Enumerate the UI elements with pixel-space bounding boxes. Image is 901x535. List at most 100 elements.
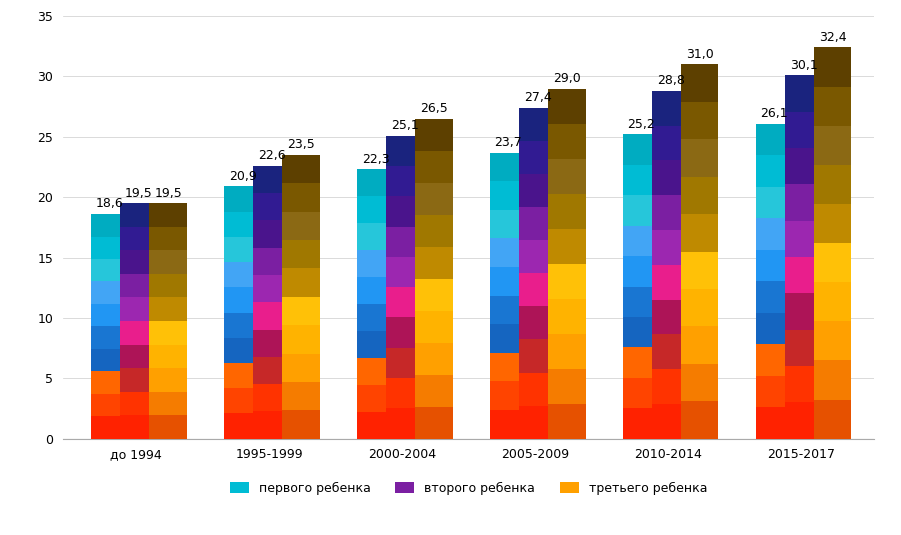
Bar (519, 406, 556, 439)
Text: 20,9: 20,9 (229, 170, 257, 182)
Bar (282, 240, 320, 269)
Bar (150, 392, 187, 415)
Bar (549, 124, 586, 158)
Bar (387, 257, 423, 287)
Bar (357, 277, 394, 304)
Bar (490, 296, 527, 324)
Text: 27,4: 27,4 (523, 91, 551, 104)
Bar (549, 299, 586, 334)
Bar (415, 182, 452, 215)
Bar (652, 404, 689, 439)
Bar (253, 248, 290, 275)
Text: 23,7: 23,7 (495, 136, 523, 149)
Bar (91, 304, 128, 326)
Bar (150, 321, 187, 345)
Bar (150, 297, 187, 321)
Bar (519, 339, 556, 372)
Bar (282, 410, 320, 439)
Bar (623, 287, 660, 317)
Bar (519, 307, 556, 339)
Bar (652, 91, 689, 126)
Bar (357, 223, 394, 250)
Text: 18,6: 18,6 (96, 197, 123, 210)
Bar (519, 372, 556, 406)
Bar (253, 275, 290, 302)
Bar (490, 152, 527, 181)
Bar (785, 75, 822, 112)
Bar (519, 273, 556, 307)
Bar (387, 166, 423, 196)
Bar (357, 250, 394, 277)
Bar (785, 112, 822, 148)
Bar (652, 265, 689, 300)
Bar (623, 134, 660, 165)
Bar (756, 187, 793, 218)
Text: 22,6: 22,6 (258, 149, 286, 162)
Bar (415, 215, 452, 247)
Bar (387, 135, 423, 166)
Bar (623, 226, 660, 256)
Bar (253, 302, 290, 330)
Bar (415, 343, 452, 374)
Text: 31,0: 31,0 (686, 48, 714, 61)
Bar (91, 416, 128, 439)
Bar (91, 326, 128, 349)
Bar (282, 325, 320, 354)
Bar (415, 311, 452, 343)
Bar (387, 348, 423, 378)
Bar (756, 312, 793, 344)
Bar (490, 353, 527, 381)
Bar (224, 338, 261, 363)
Bar (415, 247, 452, 279)
Bar (387, 378, 423, 408)
Bar (282, 212, 320, 240)
Bar (815, 400, 851, 439)
Bar (490, 267, 527, 296)
Bar (652, 195, 689, 230)
Bar (549, 158, 586, 194)
Bar (282, 269, 320, 297)
Bar (519, 108, 556, 141)
Bar (282, 184, 320, 212)
Bar (150, 203, 187, 227)
Bar (549, 264, 586, 299)
Bar (756, 155, 793, 187)
Bar (549, 334, 586, 369)
Bar (652, 369, 689, 404)
Bar (623, 347, 660, 378)
Bar (91, 214, 128, 236)
Bar (253, 330, 290, 357)
Bar (681, 64, 718, 102)
Bar (150, 227, 187, 250)
Bar (224, 312, 261, 338)
Bar (253, 357, 290, 384)
Bar (756, 376, 793, 407)
Text: 23,5: 23,5 (287, 139, 314, 151)
Bar (785, 293, 822, 330)
Bar (415, 374, 452, 407)
Bar (785, 184, 822, 220)
Bar (681, 177, 718, 214)
Bar (282, 155, 320, 184)
Bar (253, 193, 290, 220)
Bar (120, 368, 158, 392)
Bar (785, 402, 822, 439)
Text: 32,4: 32,4 (819, 31, 847, 44)
Bar (282, 297, 320, 325)
Bar (652, 334, 689, 369)
Bar (756, 218, 793, 250)
Bar (681, 326, 718, 364)
Bar (623, 195, 660, 226)
Bar (623, 408, 660, 439)
Bar (253, 166, 290, 193)
Bar (623, 256, 660, 287)
Bar (756, 124, 793, 155)
Bar (357, 385, 394, 412)
Bar (785, 257, 822, 293)
Bar (357, 170, 394, 196)
Bar (387, 226, 423, 257)
Bar (519, 207, 556, 240)
Bar (357, 196, 394, 223)
Bar (756, 407, 793, 439)
Text: 29,0: 29,0 (553, 72, 581, 85)
